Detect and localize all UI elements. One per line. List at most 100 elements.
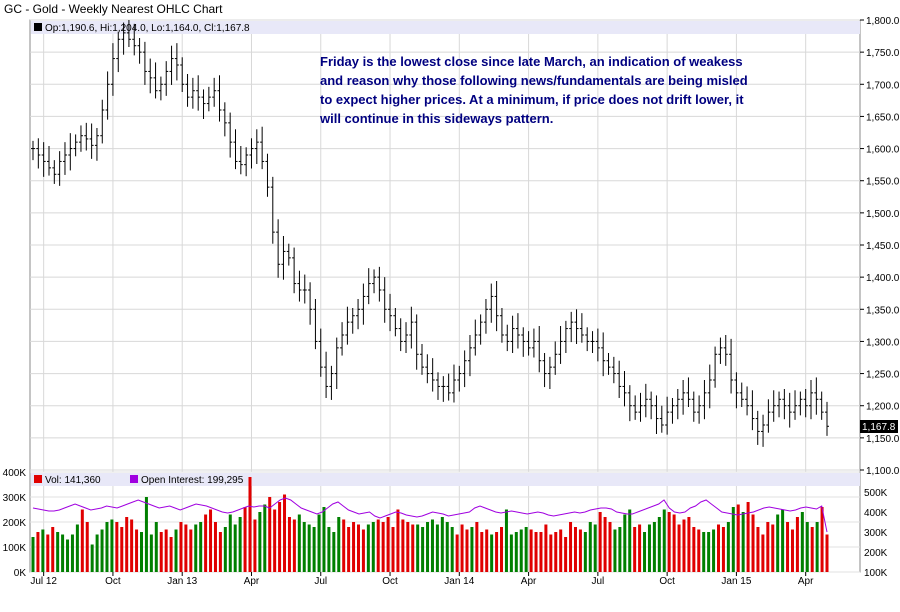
ohlc-bar <box>611 356 616 384</box>
volume-bar <box>248 477 252 572</box>
volume-bar <box>352 522 356 572</box>
ohlc-bar <box>606 353 611 375</box>
price-legend: Op:1,190.6, Hi:1,204.0, Lo:1,164.0, Cl:1… <box>45 23 250 34</box>
oi-legend: Open Interest: 199,295 <box>141 475 244 486</box>
oi-right-tick-label: 400K <box>864 508 888 519</box>
volume-bar <box>144 497 148 572</box>
ohlc-bar <box>94 128 99 161</box>
volume-bar <box>652 522 656 572</box>
volume-bar <box>781 509 785 572</box>
ohlc-bar <box>542 353 547 388</box>
ohlc-bar <box>340 322 345 356</box>
ohlc-bar <box>68 133 73 171</box>
volume-bar <box>475 522 479 572</box>
volume-bar <box>731 507 735 572</box>
ohlc-bar <box>276 219 281 278</box>
volume-bar <box>164 529 168 572</box>
volume-bar <box>495 532 499 572</box>
volume-bar <box>115 522 119 572</box>
ohlc-bar <box>809 380 814 420</box>
ohlc-bar <box>803 389 808 418</box>
ohlc-bar <box>164 61 169 96</box>
price-grid <box>30 19 860 472</box>
oi-right-tick-label: 200K <box>864 548 888 559</box>
ohlc-bar <box>691 391 696 422</box>
volume-bar <box>179 522 183 572</box>
volume-bar <box>85 522 89 572</box>
ohlc-bar <box>489 283 494 323</box>
ohlc-bar <box>430 358 435 392</box>
volume-bar <box>514 532 518 572</box>
ohlc-bar <box>537 326 542 373</box>
ohlc-bar <box>217 75 222 122</box>
volume-bar <box>199 522 203 572</box>
volume-bar <box>746 502 750 572</box>
ohlc-bar <box>771 390 776 422</box>
volume-bar <box>573 527 577 572</box>
y-tick-label: 1,300.0 <box>866 337 900 348</box>
ohlc-bar <box>420 344 425 375</box>
ohlc-bar <box>409 306 414 349</box>
vol-left-tick-label: 0K <box>14 568 27 579</box>
ohlc-bar <box>739 382 744 407</box>
volume-bar <box>243 507 247 572</box>
ohlc-bar <box>782 389 787 420</box>
volume-bar <box>228 514 232 572</box>
volume-bar <box>347 527 351 572</box>
ohlc-bar <box>467 335 472 377</box>
volume-bar <box>238 517 242 572</box>
y-tick-label: 1,550.0 <box>866 177 900 188</box>
ohlc-bar <box>361 283 366 325</box>
chart-title: GC - Gold - Weekly Nearest OHLC Chart <box>4 2 223 16</box>
ohlc-bar <box>89 123 94 159</box>
volume-legend-box <box>31 473 860 486</box>
ohlc-bar <box>793 390 798 420</box>
volume-bar <box>682 519 686 572</box>
volume-bar <box>805 522 809 572</box>
ohlc-bar <box>563 320 568 353</box>
volume-bar <box>524 527 528 572</box>
ohlc-bar <box>350 308 355 334</box>
ohlc-bar <box>372 269 377 294</box>
x-tick-label: Jul <box>591 576 604 587</box>
ohlc-bar <box>670 398 675 424</box>
volume-bar <box>736 504 740 572</box>
ohlc-bar <box>174 43 179 81</box>
volume-bar <box>253 519 257 572</box>
y-tick-label: 1,600.0 <box>866 145 900 156</box>
ohlc-bar <box>121 22 126 55</box>
volume-bar <box>593 524 597 572</box>
volume-bar <box>263 504 267 572</box>
volume-bar <box>61 534 65 572</box>
volume-bar <box>490 534 494 572</box>
ohlc-bar <box>110 43 115 96</box>
volume-bar <box>598 512 602 572</box>
y-tick-label: 1,750.0 <box>866 48 900 59</box>
ohlc-bar <box>681 380 686 415</box>
ohlc-bar <box>185 74 190 107</box>
ohlc-bar <box>574 309 579 344</box>
volume-bar <box>184 524 188 572</box>
volume-bar <box>70 534 74 572</box>
ohlc-bar <box>345 306 350 345</box>
ohlc-bar <box>324 351 329 398</box>
ohlc-bar <box>505 324 510 352</box>
volume-bar <box>657 517 661 572</box>
ohlc-bar <box>478 314 483 345</box>
volume-bar <box>297 514 301 572</box>
x-tick-label: Jan 14 <box>444 576 474 587</box>
volume-bar <box>342 519 346 572</box>
ohlc-bar <box>148 58 153 94</box>
volume-bar <box>135 529 139 572</box>
ohlc-bar <box>356 299 361 330</box>
ohlc-bar <box>249 138 254 169</box>
volume-bar <box>361 529 365 572</box>
volume-bar <box>381 522 385 572</box>
ohlc-bar <box>57 151 62 186</box>
y-tick-label: 1,200.0 <box>866 402 900 413</box>
volume-bar <box>480 532 484 572</box>
volume-bar <box>534 532 538 572</box>
volume-bar <box>174 529 178 572</box>
ohlc-bar <box>190 77 195 109</box>
volume-bar <box>46 534 50 572</box>
